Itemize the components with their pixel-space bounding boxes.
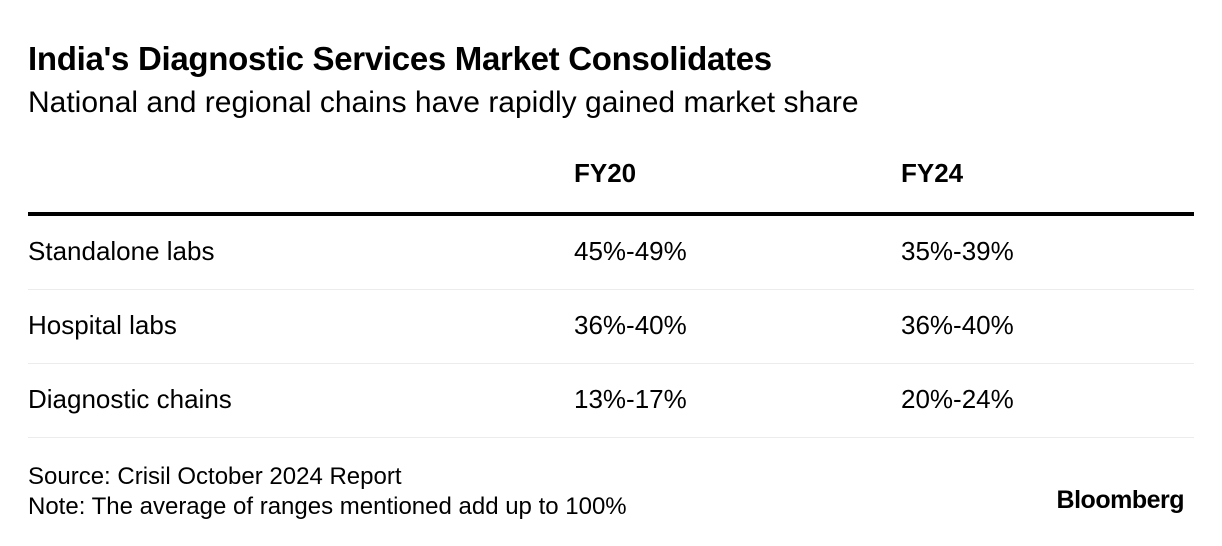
market-share-table: FY20 FY24 Standalone labs 45%-49% 35%-39… bbox=[28, 150, 1194, 438]
chart-subtitle: National and regional chains have rapidl… bbox=[28, 86, 859, 119]
column-header-fy20: FY20 bbox=[574, 158, 637, 188]
cell-fy24: 35%-39% bbox=[901, 236, 1014, 266]
table-row: Hospital labs 36%-40% 36%-40% bbox=[28, 290, 1194, 364]
footnote: Note: The average of ranges mentioned ad… bbox=[28, 493, 627, 520]
column-header-fy24: FY24 bbox=[901, 158, 964, 188]
row-label: Standalone labs bbox=[28, 236, 215, 266]
bloomberg-logo: Bloomberg bbox=[1056, 486, 1185, 514]
row-label: Hospital labs bbox=[28, 310, 177, 340]
cell-fy20: 36%-40% bbox=[574, 310, 687, 340]
cell-fy20: 13%-17% bbox=[574, 384, 687, 414]
cell-fy24: 20%-24% bbox=[901, 384, 1014, 414]
cell-fy20: 45%-49% bbox=[574, 236, 687, 266]
chart-title: India's Diagnostic Services Market Conso… bbox=[28, 40, 772, 77]
cell-fy24: 36%-40% bbox=[901, 310, 1014, 340]
source-note: Source: Crisil October 2024 Report bbox=[28, 463, 402, 490]
chart-footer: Source: Crisil October 2024 Report Note:… bbox=[28, 462, 627, 522]
table-row: Diagnostic chains 13%-17% 20%-24% bbox=[28, 364, 1194, 438]
table-header-row: FY20 FY24 bbox=[28, 150, 1194, 216]
row-label: Diagnostic chains bbox=[28, 384, 232, 414]
table-row: Standalone labs 45%-49% 35%-39% bbox=[28, 216, 1194, 290]
